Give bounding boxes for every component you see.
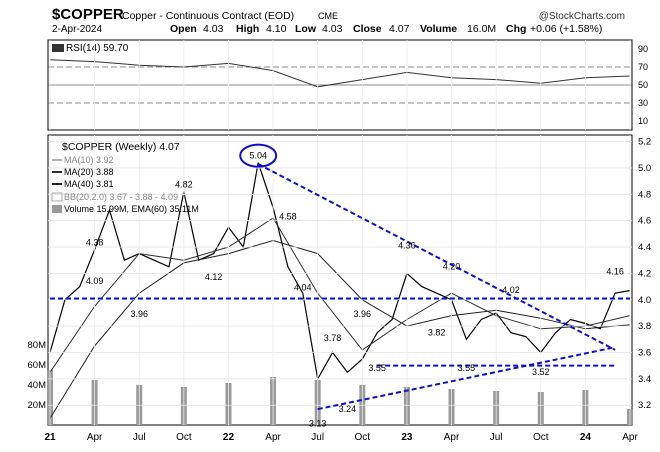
- axis-layer: 10 30 50 70 90 3.2 3.4 3.6 3.8 4.0 4.2 4.4 4.6 4.8 5.0…: [28, 40, 651, 443]
- volume-tick-label: 40M: [28, 380, 47, 391]
- x-tick-label: Apr: [265, 432, 281, 443]
- x-tick-label: 21: [44, 432, 56, 443]
- x-tick-label: Oct: [355, 432, 371, 443]
- peak-circle: [239, 143, 278, 168]
- trend-line: [257, 163, 616, 351]
- open-label: Open: [170, 23, 197, 35]
- price-tick-label: 4.2: [638, 268, 651, 279]
- legend-ma40: MA(40) 3.81: [64, 179, 114, 189]
- x-tick-label: Jul: [133, 432, 146, 443]
- price-annotation: 4.20: [443, 261, 461, 271]
- volume-tick-label: 60M: [28, 360, 47, 371]
- rsi-tick-label: 30: [638, 98, 648, 108]
- rsi-tick-label: 90: [638, 44, 648, 54]
- price-annotation: 4.38: [86, 238, 104, 248]
- high-value: 4.10: [266, 23, 287, 35]
- price-tick-label: 4.0: [638, 295, 651, 306]
- price-annotation: 3.78: [324, 333, 342, 343]
- legend-price: $COPPER (Weekly) 4.07: [62, 141, 180, 153]
- price-tick-label: 3.6: [638, 348, 651, 359]
- price-tick-label: 3.2: [638, 400, 651, 411]
- brand-label: @StockCharts.com: [539, 11, 625, 22]
- price-annotation: 3.55: [458, 363, 476, 373]
- ma40-line: [49, 239, 631, 419]
- x-tick-label: 23: [401, 432, 413, 443]
- quote-date: 2-Apr-2024: [52, 24, 102, 35]
- rsi-tick-label: 10: [638, 116, 648, 126]
- legend-ma20: MA(20) 3.88: [64, 167, 114, 177]
- annotation-layer: 5.04 4.82 4.38 4.58 4.09 3.96 4.12 4.04 3.78 3.96…: [50, 143, 630, 428]
- legend-bb-swatch: [51, 192, 63, 202]
- price-annotation: 5.04: [249, 151, 267, 161]
- change-value: +0.06 (+1.58%): [530, 23, 602, 35]
- x-tick-label: Oct: [176, 432, 192, 443]
- legend-bb: BB(20,2.0) 3.67 - 3.88 - 4.09: [64, 192, 178, 202]
- price-tick-label: 4.4: [638, 242, 651, 253]
- symbol-title: $COPPER: [52, 6, 124, 23]
- x-tick-label: 24: [580, 432, 592, 443]
- legend-ma10: MA(10) 3.92: [64, 155, 114, 165]
- ma20-line: [49, 217, 631, 373]
- volume-label: Volume: [420, 23, 457, 35]
- price-annotation: 4.09: [86, 276, 104, 286]
- rsi-layer: [48, 59, 632, 104]
- legend-volume-swatch: [52, 205, 62, 213]
- price-tick-label: 3.4: [638, 374, 651, 385]
- high-label: High: [236, 23, 259, 35]
- x-tick-label: Apr: [444, 432, 460, 443]
- contract-name: Copper - Continuous Contract (EOD): [122, 10, 294, 22]
- price-tick-label: 5.2: [638, 137, 651, 148]
- open-value: 4.03: [203, 23, 224, 35]
- price-line: [49, 162, 631, 381]
- low-value: 4.03: [322, 23, 343, 35]
- price-annotation: 3.96: [354, 309, 372, 319]
- change-label: Chg: [506, 23, 526, 35]
- rsi-tick-label: 70: [638, 62, 648, 72]
- price-panel-frame: [47, 134, 633, 426]
- price-annotation: 4.16: [606, 267, 624, 277]
- x-tick-label: Jul: [311, 432, 324, 443]
- trend-line: [317, 346, 616, 411]
- price-annotation: 4.36: [398, 240, 416, 250]
- close-label: Close: [353, 23, 382, 35]
- price-annotation: 3.24: [339, 404, 357, 414]
- rsi-legend-text: RSI(14) 59.70: [66, 43, 129, 54]
- x-tick-label: Oct: [533, 432, 549, 443]
- volume-layer: [47, 370, 633, 425]
- volume-tick-label: 20M: [28, 400, 47, 411]
- price-legend: $COPPER (Weekly) 4.07 MA(10) 3.92 MA(20)…: [51, 141, 199, 214]
- rsi-line: [49, 59, 631, 88]
- price-annotation: 4.82: [175, 180, 193, 190]
- rsi-legend-swatch: [52, 44, 64, 52]
- exchange-label: CME: [318, 11, 338, 21]
- legend-volume: Volume 15.99M, EMA(60) 35.11M: [64, 204, 199, 214]
- x-tick-label: 22: [223, 432, 235, 443]
- price-layer: [49, 162, 631, 419]
- price-tick-label: 4.8: [638, 189, 651, 200]
- rsi-tick-label: 50: [638, 80, 648, 90]
- price-annotation: 3.82: [428, 328, 446, 338]
- quote-row: Open 4.03 High 4.10 Low 4.03 Close 4.07 …: [170, 23, 602, 35]
- x-tick-label: Apr: [622, 432, 638, 443]
- price-annotation: 3.13: [309, 418, 327, 428]
- volume-tick-label: 80M: [28, 340, 47, 351]
- price-annotation: 3.55: [368, 363, 386, 373]
- price-tick-label: 3.8: [638, 321, 651, 332]
- x-tick-label: Apr: [87, 432, 103, 443]
- price-annotation: 3.96: [130, 309, 148, 319]
- price-tick-label: 5.0: [638, 163, 651, 174]
- close-value: 4.07: [389, 23, 410, 35]
- price-annotation: 4.02: [502, 285, 520, 295]
- volume-value: 16.0M: [467, 23, 496, 35]
- x-tick-label: Jul: [490, 432, 503, 443]
- price-annotation: 4.58: [279, 211, 297, 221]
- price-annotation: 4.12: [205, 272, 223, 282]
- price-annotation: 4.04: [294, 283, 312, 293]
- price-annotation: 3.52: [532, 367, 550, 377]
- low-label: Low: [295, 23, 317, 35]
- rsi-legend: RSI(14) 59.70: [52, 43, 129, 54]
- price-tick-label: 4.6: [638, 216, 651, 227]
